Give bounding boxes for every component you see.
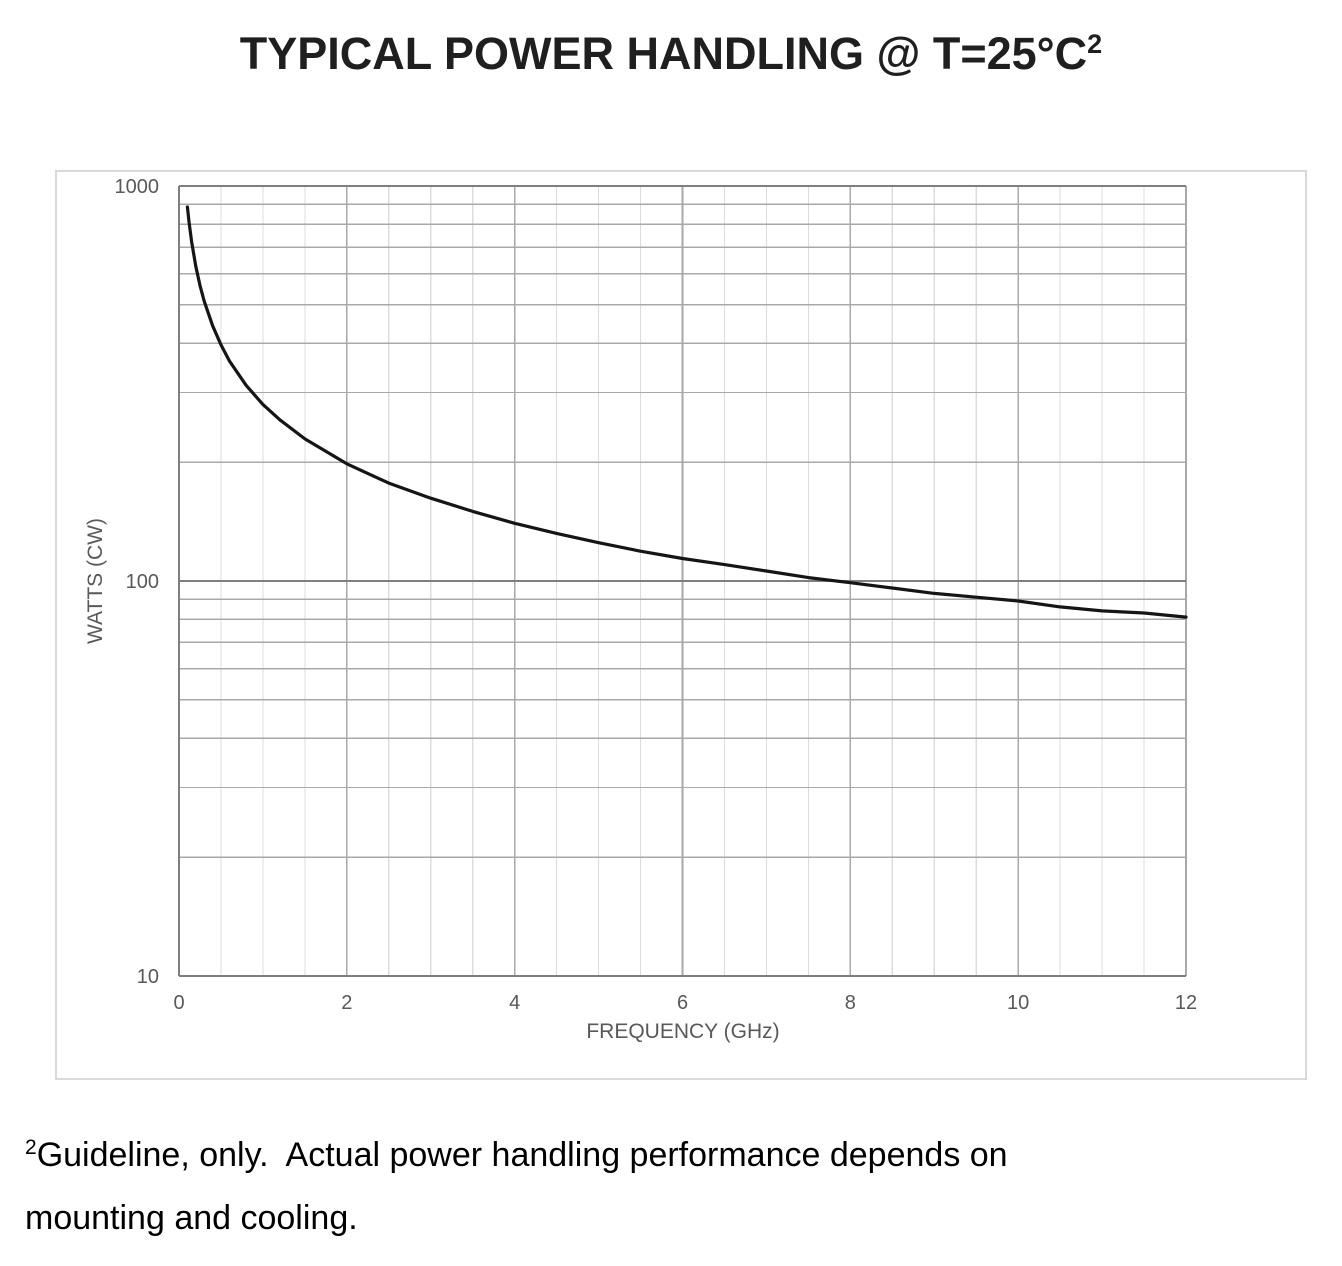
y-tick-label: 10: [137, 966, 159, 988]
chart-title: TYPICAL POWER HANDLING @ T=25°C2: [0, 28, 1342, 80]
x-tick-label: 12: [1175, 992, 1197, 1014]
gridlines: [178, 185, 1187, 977]
x-axis-title: FREQUENCY (GHz): [586, 1020, 779, 1043]
y-tick-label: 100: [126, 571, 159, 593]
footnote-line1: Guideline, only. Actual power handling p…: [36, 1136, 1008, 1174]
plot-area: 0 2 4 6 8 10 12 10 100 1000 WATTS (CW) FREQUENCY …: [84, 176, 1198, 1043]
y-tick-label: 1000: [115, 176, 160, 198]
power-curve-path: [185, 205, 1188, 619]
chart-title-text: TYPICAL POWER HANDLING @ T=25°C: [239, 28, 1088, 79]
x-tick-label: 4: [509, 992, 520, 1014]
tick-labels: 0 2 4 6 8 10 12 10 100 1000: [115, 176, 1198, 1014]
x-tick-label: 2: [341, 992, 352, 1014]
x-tick-label: 0: [173, 992, 184, 1014]
y-axis-title: WATTS (CW): [84, 518, 107, 644]
x-tick-label: 6: [677, 992, 688, 1014]
x-tick-label: 8: [845, 992, 856, 1014]
power-curve: [185, 205, 1188, 619]
chart-frame: 0 2 4 6 8 10 12 10 100 1000 WATTS (CW) FREQUENCY …: [55, 170, 1307, 1080]
footnote: 2Guideline, only. Actual power handling …: [25, 1126, 1315, 1247]
footnote-line2: mounting and cooling.: [25, 1199, 358, 1237]
chart-title-superscript: 2: [1087, 29, 1103, 59]
x-tick-label: 10: [1007, 992, 1029, 1014]
footnote-superscript: 2: [25, 1136, 37, 1159]
